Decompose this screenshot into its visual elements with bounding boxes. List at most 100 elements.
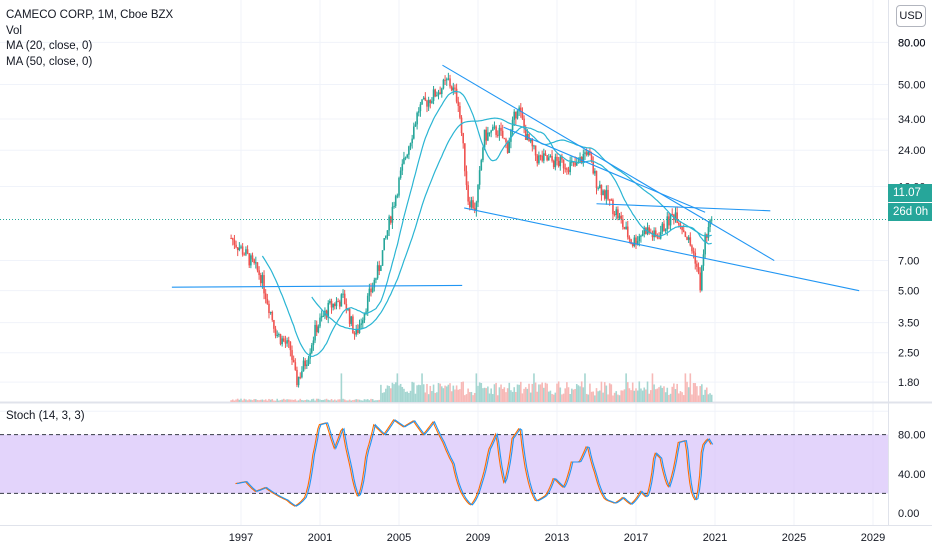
candle-body xyxy=(539,155,542,157)
volume-bar xyxy=(408,392,410,402)
volume-bar xyxy=(587,394,590,402)
candle-body xyxy=(702,254,705,266)
candle-body xyxy=(626,226,629,238)
candle-body xyxy=(363,312,366,321)
volume-bar xyxy=(268,398,270,402)
volume-bar xyxy=(531,383,534,402)
candle-body xyxy=(437,92,440,96)
candle-body xyxy=(574,161,576,166)
legend-vol[interactable]: Vol xyxy=(6,24,22,37)
volume-bar xyxy=(528,383,530,402)
currency-button[interactable]: USD xyxy=(896,5,926,27)
volume-bar xyxy=(539,384,542,402)
candle-body xyxy=(575,162,578,166)
volume-bar xyxy=(335,400,338,402)
volume-bar xyxy=(302,400,305,402)
volume-bar xyxy=(594,395,596,402)
volume-bar xyxy=(340,373,343,402)
volume-bar xyxy=(391,382,394,402)
legend-ma50[interactable]: MA (50, close, 0) xyxy=(6,55,93,68)
volume-bar xyxy=(426,383,428,402)
candle-body xyxy=(343,293,346,305)
candle-body xyxy=(544,153,547,156)
candle-body xyxy=(271,311,274,320)
stoch-k-line xyxy=(236,419,714,507)
candle-body xyxy=(602,190,604,196)
volume-bar xyxy=(401,386,404,402)
volume-bar xyxy=(431,391,433,402)
volume-bar xyxy=(615,391,618,402)
volume-bar xyxy=(251,400,254,402)
volume-bar xyxy=(579,386,581,402)
candle-body xyxy=(674,212,677,221)
stoch-legend[interactable]: Stoch (14, 3, 3) xyxy=(6,410,85,422)
candle-body xyxy=(306,364,308,367)
volume-bar xyxy=(602,392,604,402)
candle-body xyxy=(307,358,310,365)
candle-body xyxy=(679,224,682,227)
candle-body xyxy=(427,100,430,107)
candle-body xyxy=(322,315,325,317)
volume-bar xyxy=(674,389,677,402)
volume-bar xyxy=(470,391,473,402)
candle-body xyxy=(638,236,641,242)
candle-body xyxy=(618,215,621,219)
candle-body xyxy=(255,262,257,264)
volume-bar xyxy=(332,400,334,402)
volume-bar xyxy=(488,393,491,402)
candle-body xyxy=(329,300,331,303)
candle-body xyxy=(266,298,269,304)
volume-bar xyxy=(668,394,670,402)
candle-body xyxy=(335,301,338,307)
candle-body xyxy=(485,129,488,141)
candle-body xyxy=(483,129,486,148)
candle-body xyxy=(704,234,706,255)
candle-body xyxy=(258,270,260,276)
legend-ma20[interactable]: MA (20, close, 0) xyxy=(6,40,93,52)
candle-body xyxy=(455,88,458,102)
candle-body xyxy=(630,239,632,245)
price-tick-label: 1.80 xyxy=(898,377,919,389)
candle-body xyxy=(370,288,372,293)
candle-body xyxy=(566,168,568,170)
volume-bar xyxy=(534,382,537,402)
candle-body xyxy=(330,300,333,308)
volume-bar xyxy=(684,373,687,402)
volume-bar xyxy=(485,388,488,402)
candle-body xyxy=(251,255,254,260)
volume-bar xyxy=(506,388,509,402)
candle-body xyxy=(615,209,618,215)
candle-body xyxy=(436,95,438,97)
candle-body xyxy=(450,86,453,91)
candle-body xyxy=(439,92,441,94)
candle-body xyxy=(332,303,334,308)
volume-bar xyxy=(492,394,494,402)
volume-bar xyxy=(697,395,700,402)
volume-bar xyxy=(495,382,497,402)
candle-body xyxy=(432,89,435,101)
volume-bar xyxy=(370,398,372,402)
stoch-axis: 0.00 40.00 80.00 xyxy=(898,430,926,520)
volume-bar xyxy=(626,382,629,402)
candle-body xyxy=(521,111,524,119)
legend-symbol[interactable]: CAMECO CORP, 1M, Cboe BZX xyxy=(6,9,174,21)
candle-body xyxy=(312,340,315,346)
volume-bar xyxy=(317,398,320,402)
candle-body xyxy=(659,231,662,239)
candle-body xyxy=(376,265,379,279)
volume-bar xyxy=(371,399,374,402)
candle-body xyxy=(519,107,522,112)
candle-body xyxy=(352,316,354,334)
volume-bar xyxy=(554,392,557,402)
volume-bar xyxy=(289,399,292,402)
candle-body xyxy=(399,170,402,178)
candle-body xyxy=(396,195,399,197)
price-tick-label: 80.00 xyxy=(898,37,926,49)
candle-body xyxy=(284,341,287,344)
price-tick-label: 5.00 xyxy=(898,286,919,298)
volume-bar xyxy=(633,390,636,402)
candle-body xyxy=(682,230,685,232)
candle-body xyxy=(391,206,394,223)
candle-body xyxy=(654,230,657,237)
